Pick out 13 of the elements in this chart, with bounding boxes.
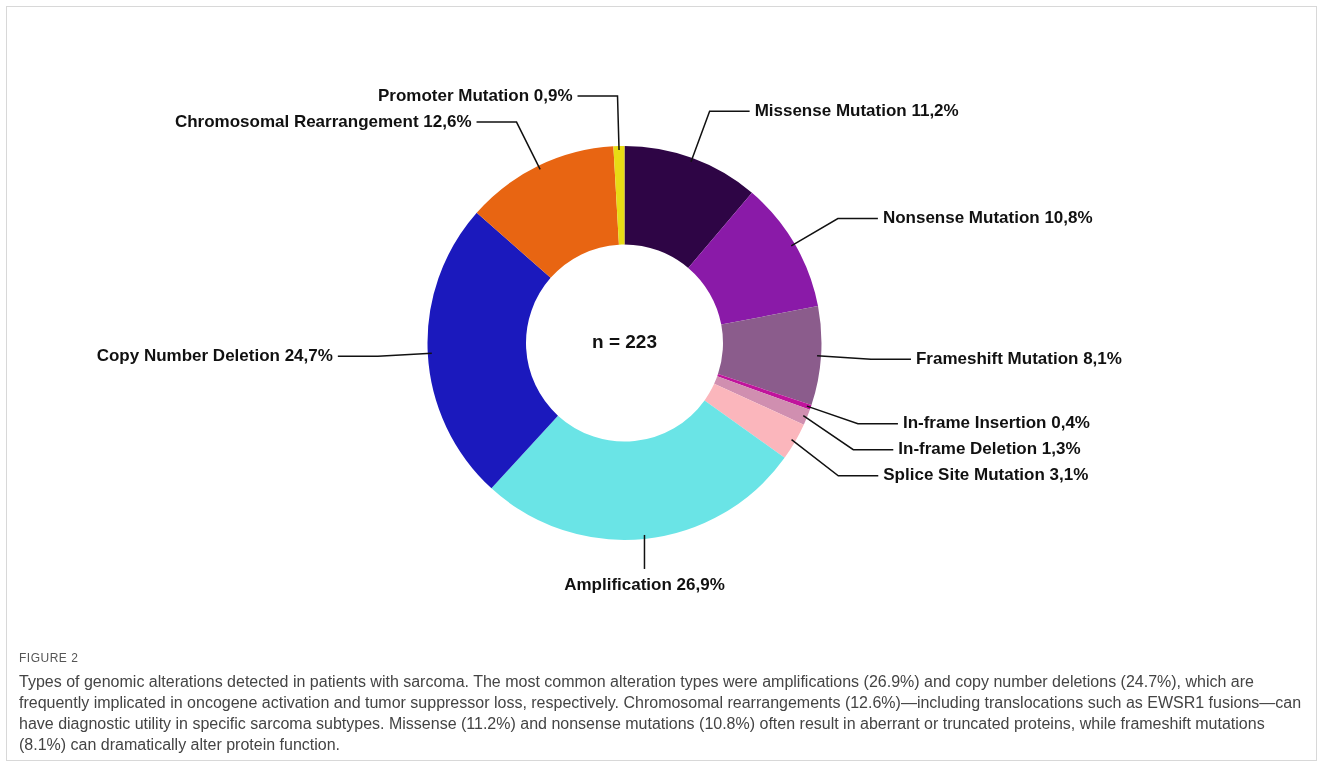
slice-label: In-frame Insertion 0,4% <box>902 413 1090 433</box>
caption: FIGURE 2 <box>19 651 79 665</box>
slice-label: Chromosomal Rearrangement 12,6% <box>174 111 472 131</box>
slice-label: Copy Number Deletion 24,7% <box>96 345 333 365</box>
text: n = 223 <box>592 331 657 353</box>
slice-label: Promoter Mutation 0,9% <box>377 85 573 105</box>
slice-label: Nonsense Mutation 10,8% <box>882 208 1093 228</box>
slice-label: Splice Site Mutation 3,1% <box>883 465 1089 485</box>
slice-label: Missense Mutation 11,2% <box>754 100 959 120</box>
slice-label: Frameshift Mutation 8,1% <box>915 348 1122 368</box>
slice-label: In-frame Deletion 1,3% <box>898 439 1081 459</box>
slice-label: Amplification 26,9% <box>564 574 725 594</box>
text: Types of genomic alterations detected in patients with sarcoma. The most common alteration types were amplifications (26.9%) and copy number deletions (24.7%), which are frequently implicated in oncogene activation and tumor suppressor loss, respectively. Chromosomal rearrangements (12.6%)—including translocations such as EWSR1 fusions—can have diagnostic utility in specific sarcoma subtypes. Missense (11.2%) and nonsense mutations (10.8%) often result in aberrant or truncated proteins, while frameshift mutations (8.1%) can dramatically alter protein function. <box>19 672 1303 755</box>
